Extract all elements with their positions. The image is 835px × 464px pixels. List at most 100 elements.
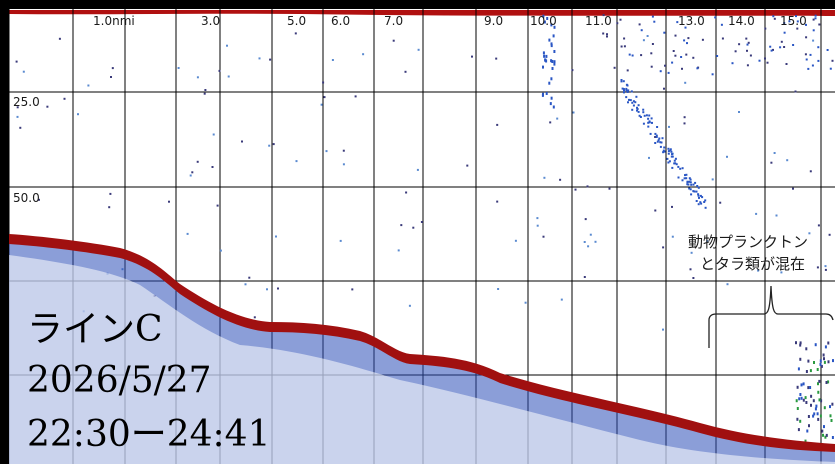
scatter-dot [268,145,270,147]
plankton-dot [663,150,665,152]
scatter-dot [772,15,774,17]
scatter-dot [545,55,547,58]
scatter-dot [750,55,752,57]
scatter-dot [543,51,545,54]
scatter-dot [716,55,718,57]
scatter-dot [623,38,625,40]
plankton-dot [623,88,625,90]
scatter-dot [671,206,673,208]
scatter-dot [259,57,261,59]
scatter-dot [807,68,809,70]
plankton-dot [633,105,635,107]
annotation-line-1: 動物プランクトン [688,233,808,251]
plankton-dot [638,104,640,106]
scatter-dot [759,60,761,62]
scatter-dot [322,82,324,84]
scatter-dot [829,405,831,408]
scatter-dot [595,241,597,243]
scatter-dot [823,425,825,428]
scatter-dot [696,67,698,69]
scatter-dot [542,93,544,96]
distance-label: 11.0 [585,14,612,28]
scatter-dot [797,407,799,410]
plankton-dot [696,185,698,187]
plankton-dot [694,182,696,184]
scatter-dot [747,64,749,66]
scatter-dot [823,357,825,360]
scatter-dot [805,396,807,399]
scatter-dot [813,399,815,402]
scatter-dot [340,240,342,242]
scatter-dot [805,347,807,350]
scatter-dot [641,29,643,31]
plankton-dot [638,111,640,113]
scatter-dot [643,39,645,41]
scatter-dot [796,399,798,402]
scatter-dot [738,111,740,113]
scatter-dot [817,368,819,371]
scatter-dot [627,69,629,71]
scatter-dot [691,252,693,254]
scatter-dot [769,46,771,48]
scatter-dot [400,224,402,226]
scatter-dot [806,370,808,373]
scatter-dot [546,92,548,95]
scatter-dot [674,55,676,57]
scatter-dot [810,395,812,398]
plankton-dot [642,109,644,111]
scatter-dot [212,166,214,168]
scatter-dot [801,397,803,400]
plankton-dot [660,146,662,148]
scatter-dot [805,401,807,404]
scatter-dot [620,19,622,21]
plankton-dot [627,89,629,91]
distance-label: 15.0 [780,14,807,28]
scatter-dot [248,277,250,279]
plankton-dot [631,109,633,111]
scatter-dot [797,386,799,389]
scatter-dot [755,213,757,215]
scatter-dot [807,360,809,363]
scatter-dot [269,59,271,61]
scatter-dot [295,32,297,34]
scatter-dot [813,361,815,364]
scatter-dot [197,161,199,163]
plankton-dot [662,137,664,139]
plankton-dot [636,107,638,109]
scatter-dot [784,32,786,34]
scatter-dot [686,42,688,44]
scatter-dot [702,39,704,41]
plankton-dot [698,197,700,199]
scatter-dot [190,175,192,177]
scatter-dot [796,418,798,421]
scatter-dot [726,156,728,158]
scatter-dot [832,436,834,439]
plankton-dot [646,114,648,116]
scatter-dot [191,171,193,173]
plankton-dot [659,141,661,143]
scatter-dot [652,16,654,18]
scatter-dot [393,40,395,42]
scatter-dot [684,82,686,84]
scatter-dot [548,82,550,85]
scatter-dot [639,23,641,25]
scatter-dot [680,56,682,58]
scatter-dot [550,102,552,105]
scatter-dot [543,55,545,58]
scatter-dot [825,345,827,348]
scatter-dot [653,21,655,23]
scatter-dot [822,434,824,437]
scatter-dot [652,43,654,45]
scatter-dot [59,38,61,40]
scatter-dot [629,54,631,56]
scatter-dot [801,383,803,386]
plankton-dot [690,193,692,195]
scatter-dot [803,399,805,402]
scatter-dot [810,170,812,172]
scatter-dot [648,157,650,159]
scatter-dot [671,62,673,64]
scatter-dot [823,354,825,357]
plankton-dot [671,153,673,155]
plankton-dot [696,200,698,202]
scatter-dot [721,24,723,26]
